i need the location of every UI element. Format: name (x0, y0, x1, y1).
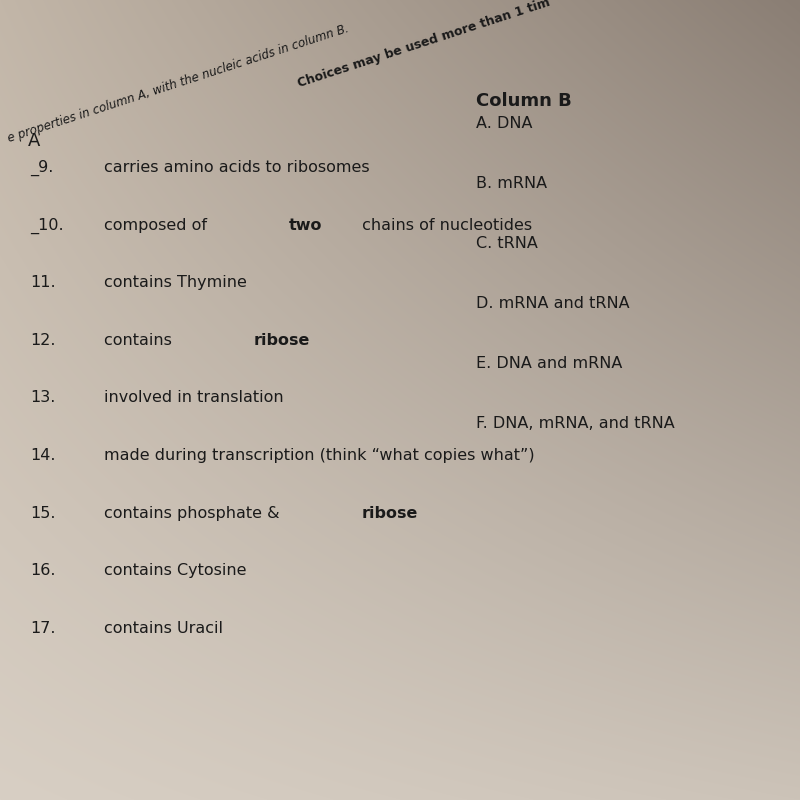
Text: composed of: composed of (104, 218, 212, 233)
Text: 17.: 17. (30, 621, 55, 636)
Text: B. mRNA: B. mRNA (476, 176, 547, 191)
Text: 12.: 12. (30, 333, 55, 348)
Text: carries amino acids to ribosomes: carries amino acids to ribosomes (104, 160, 370, 175)
Text: e properties in column A, with the nucleic acids in column B.: e properties in column A, with the nucle… (6, 22, 350, 145)
Text: contains Thymine: contains Thymine (104, 275, 247, 290)
Text: 11.: 11. (30, 275, 56, 290)
Text: A. DNA: A. DNA (476, 116, 533, 131)
Text: Choices may be used more than 1 tim: Choices may be used more than 1 tim (296, 0, 552, 90)
Text: 15.: 15. (30, 506, 55, 521)
Text: two: two (289, 218, 322, 233)
Text: E. DNA and mRNA: E. DNA and mRNA (476, 356, 622, 371)
Text: 16.: 16. (30, 563, 55, 578)
Text: ribose: ribose (254, 333, 310, 348)
Text: 14.: 14. (30, 448, 55, 463)
Text: contains Cytosine: contains Cytosine (104, 563, 246, 578)
Text: contains: contains (104, 333, 177, 348)
Text: contains Uracil: contains Uracil (104, 621, 223, 636)
Text: D. mRNA and tRNA: D. mRNA and tRNA (476, 296, 630, 311)
Text: _10.: _10. (30, 218, 64, 234)
Text: Column B: Column B (476, 92, 572, 110)
Text: C. tRNA: C. tRNA (476, 236, 538, 251)
Text: chains of nucleotides: chains of nucleotides (358, 218, 532, 233)
Text: involved in translation: involved in translation (104, 390, 284, 406)
Text: made during transcription (think “what copies what”): made during transcription (think “what c… (104, 448, 534, 463)
Text: 13.: 13. (30, 390, 55, 406)
Text: A: A (28, 132, 40, 150)
Text: _9.: _9. (30, 160, 54, 176)
Text: ribose: ribose (362, 506, 418, 521)
Text: F. DNA, mRNA, and tRNA: F. DNA, mRNA, and tRNA (476, 416, 674, 431)
Text: contains phosphate &: contains phosphate & (104, 506, 285, 521)
